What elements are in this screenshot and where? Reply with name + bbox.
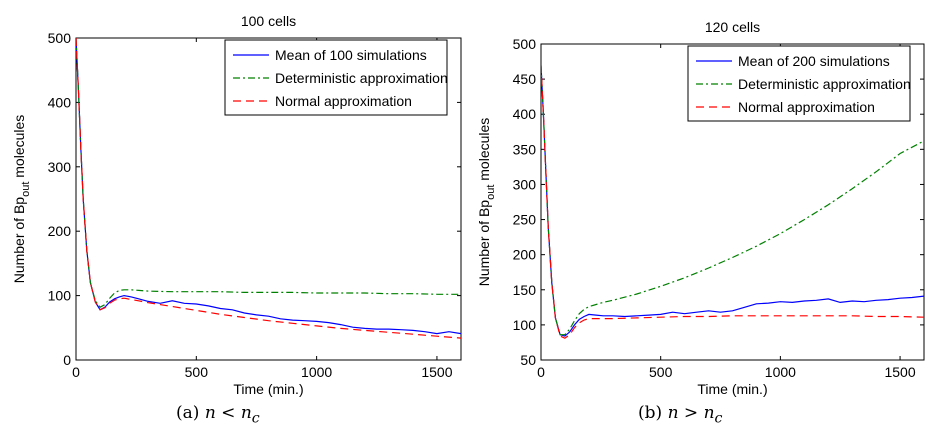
- chart2-y-label: Number of Bpout molecules: [476, 118, 497, 287]
- chart1-y-tick-label-4: 400: [48, 94, 72, 110]
- chart1-x-tick-label-3: 1500: [421, 364, 452, 380]
- chart2-group: 0 500 1000 1500 50 100 150 200 250 300 350 400 450 50…: [476, 19, 925, 397]
- caption-a-op: <: [221, 403, 236, 423]
- chart2-y-tick-label-8: 450: [513, 71, 537, 87]
- chart1-legend-label-0: Mean of 100 simulations: [275, 47, 427, 63]
- chart1-legend-label-1: Deterministic approximation: [275, 70, 448, 86]
- chart2-x-tick-label-3: 1500: [884, 364, 915, 380]
- chart2-legend-label-1: Deterministic approximation: [738, 76, 911, 92]
- chart2-y-label-sub: out: [485, 185, 497, 200]
- caption-b-rhs: n: [703, 403, 715, 423]
- caption-b: (b) n > nc: [638, 403, 722, 426]
- chart1-series-1-line: [76, 38, 461, 308]
- chart1-y-tick-label-3: 300: [48, 159, 72, 175]
- chart2-y-tick-label-5: 300: [513, 176, 537, 192]
- caption-a-rhs: n: [240, 403, 252, 423]
- chart2-y-label-main: Number of Bp: [476, 200, 492, 287]
- chart2-series-2-line: [541, 65, 924, 339]
- chart1-title: 100 cells: [241, 13, 296, 29]
- chart2-legend: Mean of 200 simulations Deterministic app…: [687, 45, 911, 122]
- chart1-series-2-line: [76, 38, 461, 339]
- chart1-y-label-main: Number of Bp: [11, 197, 27, 284]
- chart2-title: 120 cells: [705, 19, 760, 35]
- chart2-y-tick-label-4: 250: [513, 212, 537, 228]
- chart1-x-tick-label-0: 0: [72, 364, 80, 380]
- chart1-y-tick-label-5: 500: [48, 30, 72, 46]
- chart2-y-tick-label-7: 400: [513, 106, 537, 122]
- chart1-x-tick-label-1: 500: [185, 364, 209, 380]
- chart1-y-tick-label-2: 200: [48, 223, 72, 239]
- chart1-x-tick-label-2: 1000: [301, 364, 332, 380]
- chart1-y-label-suffix: molecules: [11, 115, 27, 182]
- chart1-legend-box: [224, 39, 448, 116]
- chart2-x-tick-label-1: 500: [649, 364, 673, 380]
- chart2-y-tick-label-9: 500: [513, 36, 537, 52]
- caption-a-rhs-sub: c: [251, 410, 260, 427]
- chart1-y-tick-label-1: 100: [48, 288, 72, 304]
- chart1-y-label-sub: out: [20, 182, 32, 197]
- chart2-y-tick-label-3: 200: [513, 247, 537, 263]
- chart2-y-tick-label-0: 50: [520, 352, 536, 368]
- chart1-legend-label-2: Normal approximation: [275, 93, 412, 109]
- chart2-x-tick-label-2: 1000: [765, 364, 796, 380]
- caption-b-op: >: [683, 403, 699, 423]
- chart2-series-0-line: [541, 65, 924, 337]
- caption-b-prefix: (b): [638, 403, 663, 423]
- chart2-legend-label-0: Mean of 200 simulations: [738, 53, 890, 69]
- chart2-y-tick-label-2: 150: [513, 282, 537, 298]
- caption-b-rhs-sub: c: [714, 410, 723, 427]
- chart2-x-tick-label-0: 0: [537, 364, 545, 380]
- chart1-y-label: Number of Bpout molecules: [11, 115, 32, 284]
- chart2-x-label: Time (min.): [697, 381, 767, 397]
- chart2-y-label-suffix: molecules: [476, 118, 492, 185]
- chart1-group: 0 500 1000 1500 0 100 200 300 400 500 100 cells Tim…: [11, 13, 462, 397]
- caption-a-prefix: (a): [176, 403, 200, 423]
- chart2-y-tick-label-1: 100: [513, 317, 537, 333]
- caption-a: (a) n < nc: [176, 403, 260, 426]
- chart2-y-tick-label-6: 350: [513, 141, 537, 157]
- chart2-legend-box: [687, 45, 911, 122]
- caption-b-lhs: n: [667, 403, 679, 423]
- caption-a-lhs: n: [204, 403, 216, 423]
- chart1-y-tick-label-0: 0: [63, 352, 71, 368]
- chart2-legend-label-2: Normal approximation: [738, 99, 875, 115]
- chart1-x-label: Time (min.): [233, 381, 303, 397]
- chart1-legend: Mean of 100 simulations Deterministic app…: [224, 39, 448, 116]
- chart1-series-0-line: [76, 38, 461, 335]
